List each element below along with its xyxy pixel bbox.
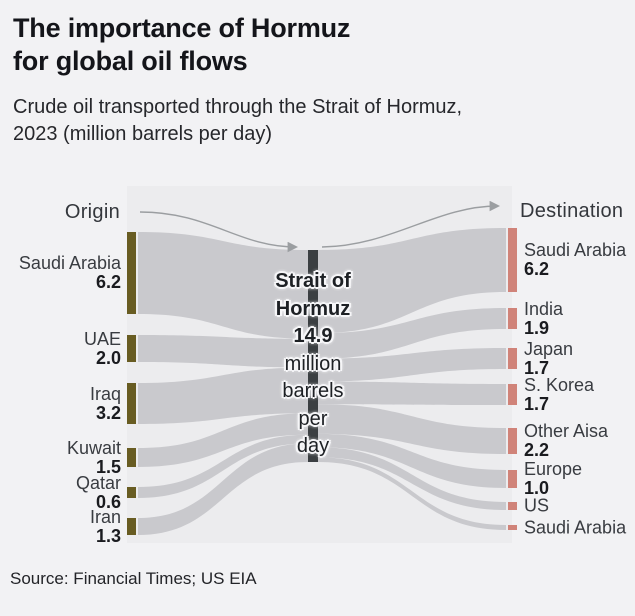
origin-to-strait-arrow <box>139 211 299 253</box>
flow-ribbon <box>318 447 506 510</box>
origin-node <box>127 335 136 362</box>
flow-ribbon <box>318 381 506 405</box>
flow-ribbon <box>318 433 506 488</box>
origin-node <box>127 518 136 535</box>
destination-node <box>508 525 517 530</box>
flow-ribbon <box>138 335 308 368</box>
origin-node <box>127 232 136 314</box>
title-line-2: for global oil flows <box>13 46 248 76</box>
flow-ribbon <box>318 228 506 334</box>
subtitle-line-2: 2023 (million barrels per day) <box>13 123 273 145</box>
destination-node <box>508 384 517 405</box>
flow-ribbon <box>138 367 308 424</box>
source-note: Source: Financial Times; US EIA <box>10 569 257 588</box>
strait-node <box>308 250 318 462</box>
flow-ribbon <box>318 348 506 382</box>
destination-node <box>508 308 517 329</box>
flow-ribbon <box>318 457 506 530</box>
flow-ribbon <box>318 404 506 454</box>
destination-node <box>508 502 517 510</box>
flow-ribbons <box>138 228 506 535</box>
destination-node <box>508 228 517 292</box>
chart-subtitle: Crude oil transported through the Strait… <box>13 94 462 148</box>
flow-ribbon <box>138 232 308 339</box>
subtitle-line-1: Crude oil transported through the Strait… <box>13 96 463 118</box>
flow-ribbon <box>138 443 308 535</box>
origin-node <box>127 448 136 467</box>
title-line-1: The importance of Hormuz <box>13 13 351 43</box>
origin-node <box>127 487 136 498</box>
page-title: The importance of Hormuz for global oil … <box>13 12 350 78</box>
flow-ribbon <box>138 434 308 498</box>
strait-to-destination-arrow <box>321 200 501 248</box>
destination-node <box>508 470 517 488</box>
destination-node <box>508 348 517 369</box>
flow-ribbon <box>318 308 506 359</box>
flow-ribbon <box>138 413 308 467</box>
origin-node <box>127 383 136 424</box>
destination-node <box>508 428 517 454</box>
nodes <box>127 228 517 535</box>
